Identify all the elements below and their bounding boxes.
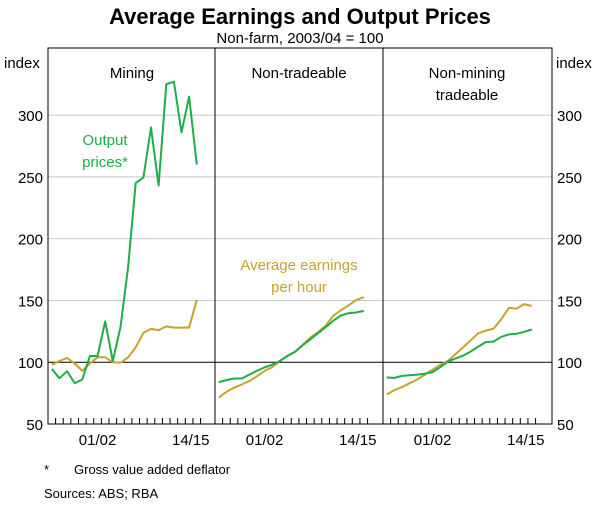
x-tick-label: 14/15: [339, 432, 377, 449]
y-tick-label-right: 200: [557, 232, 582, 249]
x-tick-label: 14/15: [172, 432, 210, 449]
output-prices-line: [218, 309, 365, 384]
footnote-text: Gross value added deflator: [74, 462, 231, 477]
series-label-average-earnings: Average earnings per hour: [240, 257, 357, 296]
y-tick-label-left: 300: [18, 108, 43, 125]
chart-subtitle: Non-farm, 2003/04 = 100: [216, 30, 383, 47]
average-earnings-line: [51, 299, 198, 372]
y-tick-label-right: 250: [557, 170, 582, 187]
y-tick-label-right: 100: [557, 355, 582, 372]
chart-title: Average Earnings and Output Prices: [109, 4, 491, 29]
panel-title-non-tradeable: Non-tradeable: [251, 65, 346, 82]
panel-title-mining: Mining: [110, 65, 154, 82]
y-tick-label-right: 50: [557, 417, 574, 434]
sources: Sources: ABS; RBA: [44, 486, 158, 501]
series-label-output-prices: Output prices*: [82, 132, 128, 171]
y-axis-label-left: index: [4, 55, 40, 72]
y-tick-label-left: 150: [18, 293, 43, 310]
footnote-marker: *: [44, 462, 49, 477]
y-tick-label-left: 200: [18, 232, 43, 249]
x-tick-label: 14/15: [507, 432, 545, 449]
average-earnings-line: [386, 303, 533, 396]
y-tick-label-left: 250: [18, 170, 43, 187]
panel-title-non-mining-tradeable: Non-mining tradeable: [429, 65, 506, 104]
y-tick-label-right: 300: [557, 108, 582, 125]
plot-frame: [47, 47, 553, 425]
y-axis-label-right: index: [556, 55, 592, 72]
y-tick-label-right: 150: [557, 293, 582, 310]
y-tick-label-left: 50: [26, 417, 43, 434]
x-tick-label: 01/02: [79, 432, 117, 449]
x-tick-label: 01/02: [246, 432, 284, 449]
average-earnings-line: [218, 296, 365, 399]
y-tick-label-left: 100: [18, 355, 43, 372]
output-prices-line: [51, 80, 198, 385]
output-prices-line: [386, 328, 533, 379]
x-tick-label: 01/02: [414, 432, 452, 449]
